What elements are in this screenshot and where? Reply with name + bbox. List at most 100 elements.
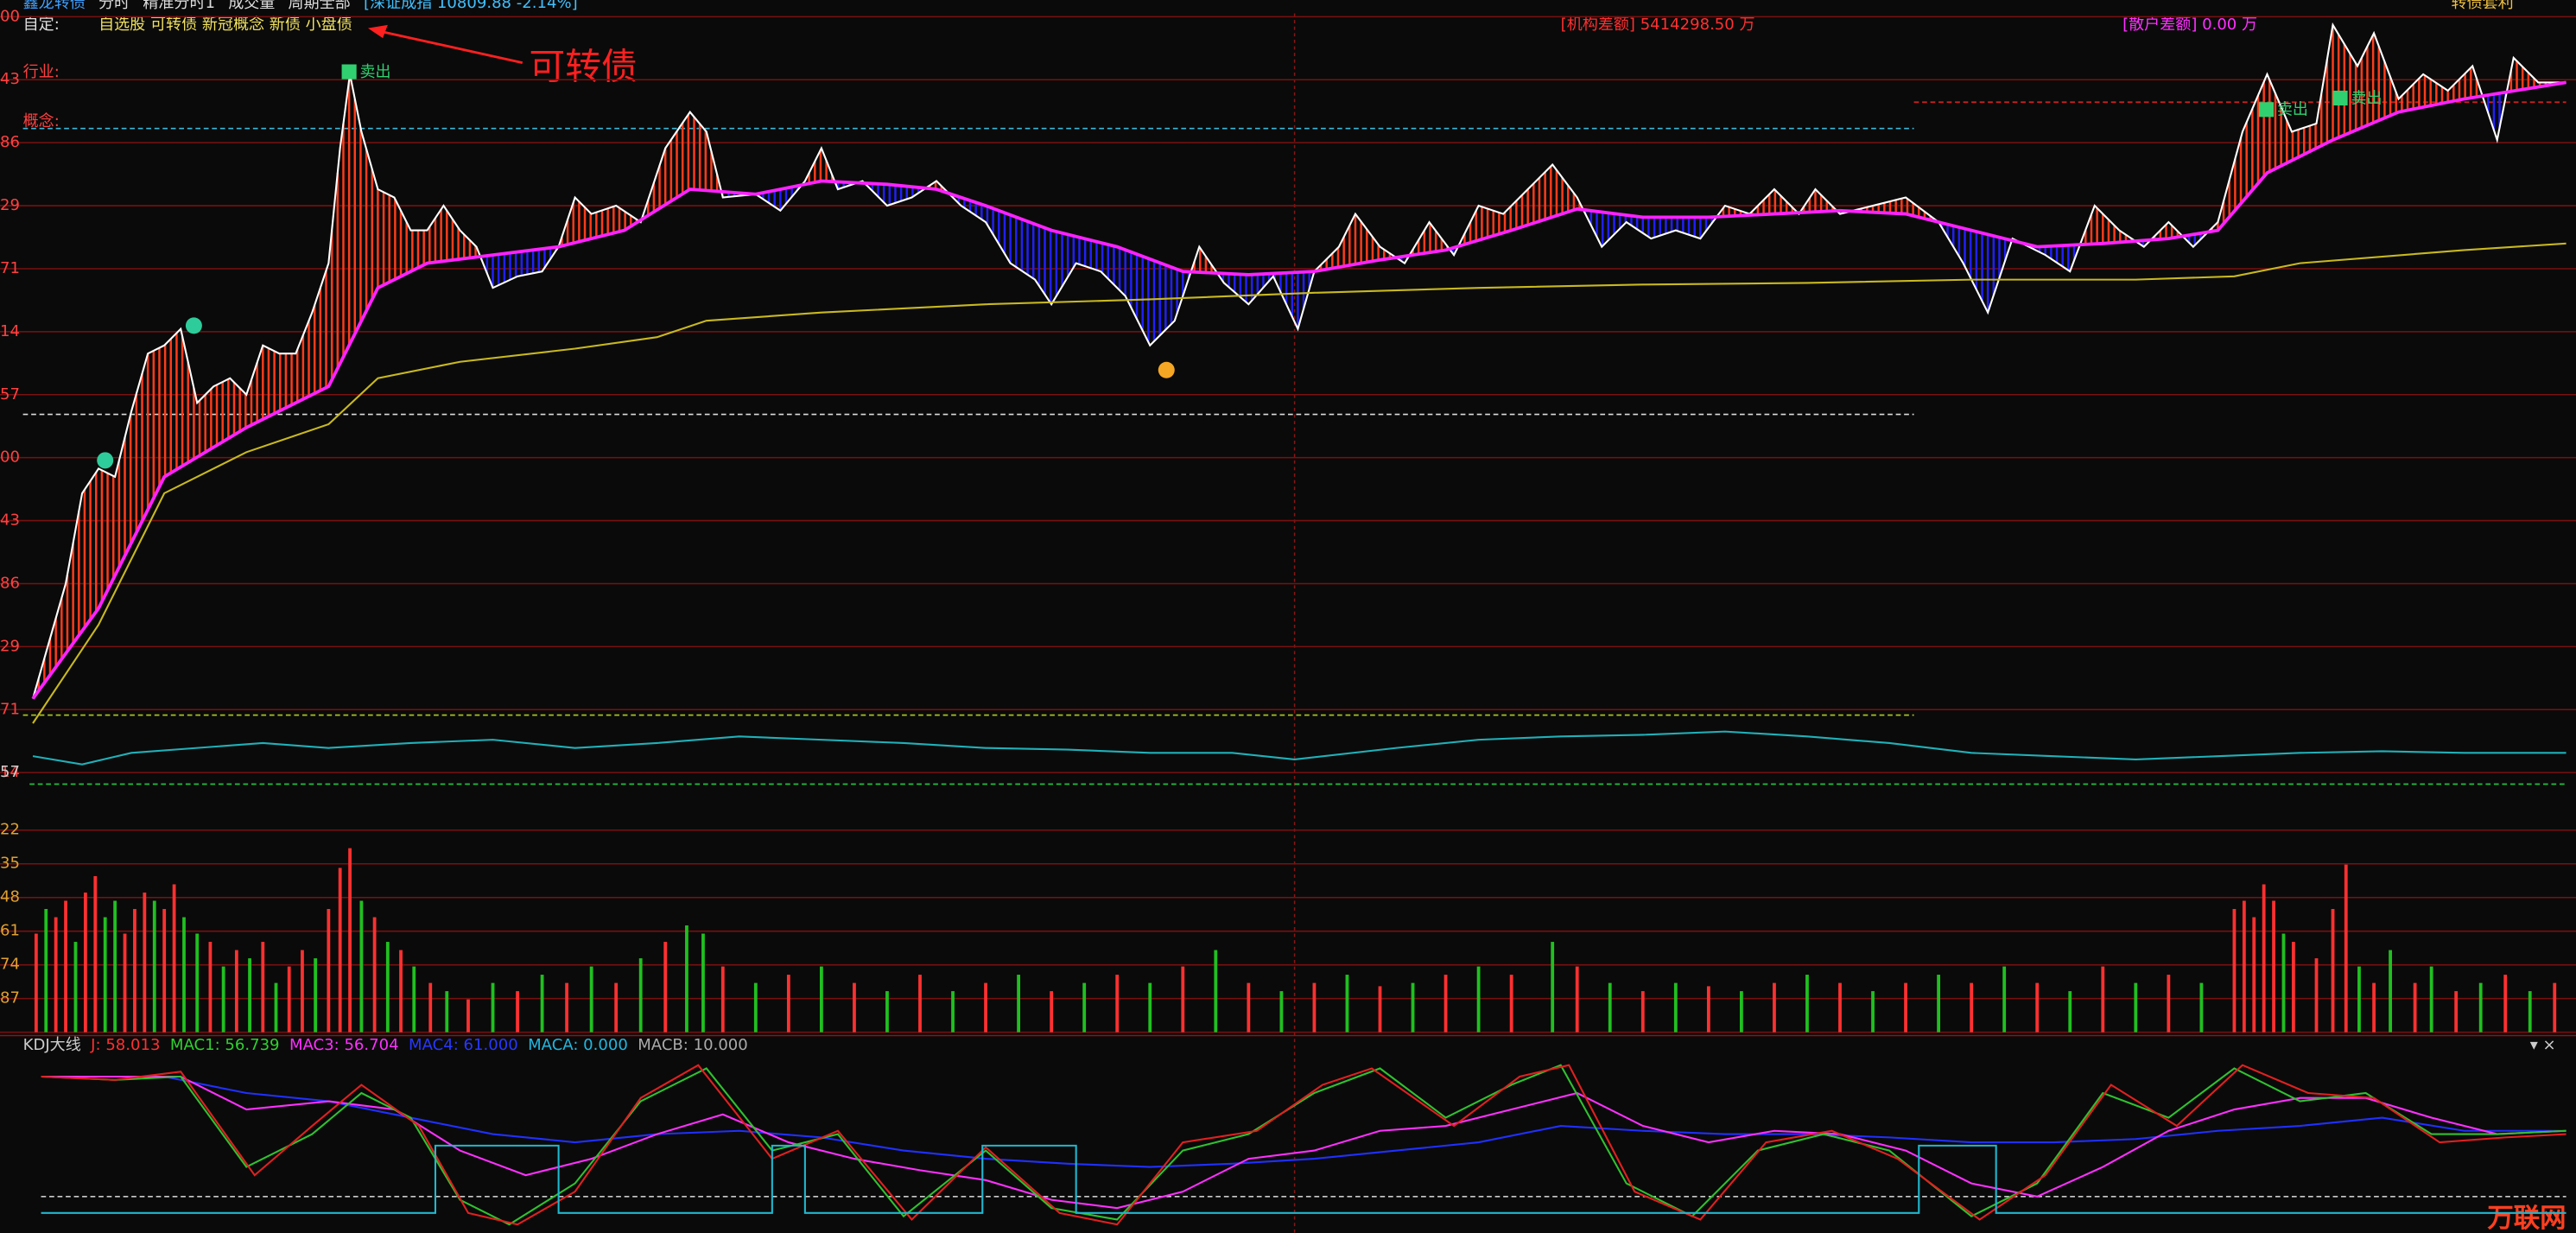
volume-bar (162, 909, 167, 1033)
volume-bar (248, 958, 251, 1033)
volume-bar (720, 966, 725, 1033)
y-axis-label: 14 (0, 763, 20, 781)
toolbar-item[interactable]: 精准分时1 (143, 0, 215, 12)
volume-bar (1279, 991, 1284, 1033)
toolbar-item[interactable]: 鑫龙转债 (23, 0, 86, 12)
volume-bar (753, 982, 758, 1033)
volume-bar (2167, 975, 2171, 1033)
signal-box (2258, 102, 2275, 118)
y-axis-label: 74 (0, 956, 20, 974)
volume-bar (385, 942, 390, 1033)
volume-bar (83, 893, 87, 1033)
volume-bar (234, 950, 238, 1033)
volume-bar (261, 942, 265, 1033)
signal-marker (185, 317, 202, 334)
y-axis-label: 14 (0, 322, 20, 340)
signal-box (2332, 90, 2348, 106)
volume-bar (589, 966, 593, 1033)
volume-bar (1575, 966, 1579, 1033)
volume-bar (1247, 982, 1251, 1033)
volume-bar (445, 991, 449, 1033)
volume-bar (786, 975, 790, 1033)
y-axis-label: 00 (0, 448, 20, 467)
volume-bar (54, 917, 58, 1033)
panel-controls[interactable]: ▾ × (2530, 1036, 2556, 1054)
volume-bar (359, 900, 364, 1033)
volume-bar (152, 900, 156, 1033)
signal-box (341, 64, 357, 79)
volume-bar (2068, 991, 2072, 1033)
volume-bar (2272, 900, 2275, 1033)
volume-bar (1181, 966, 1185, 1033)
volume-bar (2291, 942, 2295, 1033)
volume-bar (412, 966, 416, 1033)
legend-item: MACA: 0.000 (528, 1036, 628, 1054)
series-line (32, 730, 2566, 766)
volume-bar (1214, 950, 1218, 1033)
volume-bar (2553, 982, 2557, 1033)
volume-bar (2242, 900, 2246, 1033)
y-axis-label: 29 (0, 637, 20, 655)
volume-bar (2199, 982, 2204, 1033)
volume-bar (2101, 966, 2105, 1033)
volume-bar (208, 942, 213, 1033)
volume-bar (2389, 950, 2392, 1033)
signal-marker (97, 452, 114, 469)
volume-bar (103, 917, 107, 1033)
toolbar-item[interactable]: 成交量 (228, 0, 275, 12)
volume-bar (1805, 975, 1809, 1033)
volume-bar (338, 868, 342, 1033)
volume-bar (1838, 982, 1842, 1033)
volume-bar (182, 917, 186, 1033)
volume-bar (885, 991, 889, 1033)
volume-bar (2429, 966, 2433, 1033)
volume-bar (951, 991, 955, 1033)
volume-bar (2413, 982, 2417, 1033)
volume-bar (1970, 982, 1974, 1033)
volume-bar (1673, 982, 1678, 1033)
y-axis-label: 22 (0, 821, 20, 839)
volume-bar (1411, 982, 1415, 1033)
y-axis-label: 35 (0, 855, 20, 873)
toolbar-item[interactable]: [深证成指 10809.88 -2.14%] (364, 0, 578, 12)
volume-bar (1773, 982, 1776, 1033)
volume-bar (64, 900, 67, 1033)
volume-bar (1608, 982, 1612, 1033)
legend-item: J: 58.013 (90, 1036, 160, 1054)
volume-bar (2503, 975, 2508, 1033)
volume-bar (2528, 991, 2532, 1033)
volume-bar (2002, 966, 2007, 1033)
volume-bar (1476, 966, 1481, 1033)
flow-stat: [散户差额] 0.00 万 (2122, 16, 2257, 34)
series-line (41, 1064, 2566, 1226)
volume-bar (1551, 942, 1555, 1033)
volume-bar (2252, 917, 2256, 1033)
volume-bar (93, 875, 98, 1033)
toolbar-right[interactable]: 转债套利 (2451, 0, 2513, 12)
callout-arrow (380, 30, 523, 64)
volume-bar (1050, 991, 1054, 1033)
volume-bar (701, 933, 705, 1033)
y-axis-label: 57 (0, 385, 20, 404)
volume-bar (2372, 982, 2376, 1033)
y-axis-label: 87 (0, 989, 20, 1007)
volume-bar (663, 942, 668, 1033)
volume-bar (428, 982, 433, 1033)
volume-bar (540, 975, 544, 1033)
series-line (41, 1075, 2566, 1210)
volume-bar (2232, 909, 2237, 1033)
y-axis-label: 43 (0, 70, 20, 88)
volume-bar (1937, 975, 1941, 1033)
flow-stat: [机构差额] 5414298.50 万 (1561, 16, 1755, 34)
volume-bar (1378, 986, 1382, 1033)
y-axis-label: 71 (0, 259, 20, 277)
signal-label: 卖出 (359, 63, 390, 81)
signal-label: 卖出 (2351, 89, 2382, 107)
toolbar-item[interactable]: 分时 (98, 0, 130, 12)
y-axis-label: 86 (0, 574, 20, 592)
arrow-head (368, 24, 388, 39)
toolbar-item[interactable]: 周期全部 (289, 0, 351, 12)
custom-tags[interactable]: 自选股 可转债 新冠概念 新债 小盘债 (98, 15, 352, 34)
